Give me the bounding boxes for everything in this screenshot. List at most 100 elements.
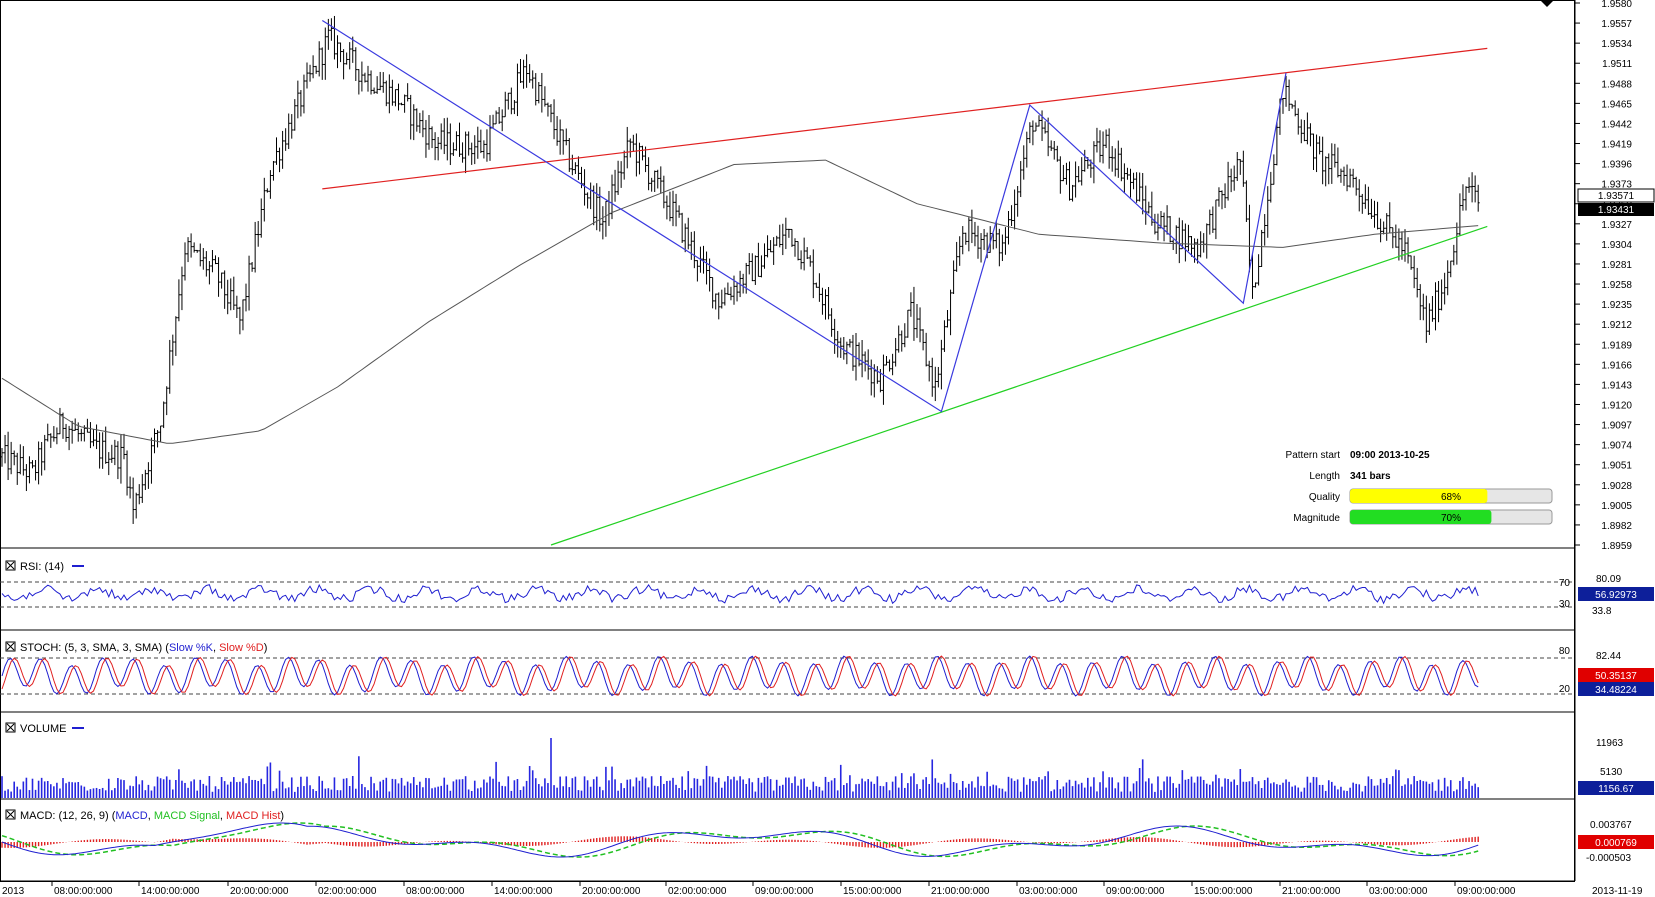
- price-bar: [933, 366, 937, 402]
- price-bar: [1269, 171, 1273, 203]
- time-tick-label: 21:00:00:000: [931, 886, 990, 897]
- price-bar: [543, 86, 547, 107]
- price-tick-label: 1.9511: [1602, 59, 1632, 70]
- price-bar: [351, 36, 355, 63]
- price-bar: [528, 64, 532, 83]
- price-bar: [360, 61, 364, 92]
- price-bar: [570, 154, 574, 176]
- price-bar: [1104, 129, 1108, 149]
- price-bar: [49, 433, 53, 448]
- price-bar: [1287, 79, 1291, 112]
- price-bar: [1403, 229, 1407, 262]
- price-bar: [1019, 161, 1023, 198]
- price-bar: [1119, 147, 1123, 182]
- price-bar: [9, 441, 13, 475]
- price-bar: [735, 282, 739, 302]
- price-bar: [857, 342, 861, 367]
- price-bar: [930, 357, 934, 397]
- price-bar: [52, 426, 56, 442]
- price-bar: [58, 407, 62, 435]
- price-bar: [412, 104, 416, 141]
- time-tick-label: 15:00:00:000: [843, 886, 902, 897]
- price-axis: 1.9580 1.9557 1.9534 1.9511 1.9488 1.9465 1.94…: [1575, 0, 1632, 552]
- price-bar: [70, 420, 74, 444]
- price-bar: [314, 65, 318, 74]
- price-bar: [946, 309, 949, 328]
- price-bar: [1052, 141, 1056, 160]
- time-tick-label: 14:00:00:000: [141, 886, 200, 897]
- price-bar: [692, 231, 696, 269]
- stoch-d-value: 50.35137: [1595, 671, 1637, 682]
- price-bar: [393, 89, 397, 107]
- macd-line: [1, 822, 1479, 858]
- price-bar: [403, 94, 407, 113]
- price-tick-label: 1.9419: [1601, 140, 1632, 151]
- price-bar: [476, 126, 480, 159]
- price-bar: [363, 72, 367, 83]
- price-bar: [223, 270, 227, 309]
- price-bar: [1305, 112, 1309, 145]
- price-bar: [506, 92, 510, 110]
- price-bar: [186, 237, 190, 263]
- rsi-close-icon[interactable]: [6, 561, 15, 570]
- price-bar: [1476, 184, 1480, 212]
- price-bar: [1427, 303, 1431, 335]
- price-bar: [1315, 134, 1319, 173]
- price-tick-label: 1.9189: [1601, 340, 1632, 351]
- price-bar: [1107, 128, 1111, 169]
- macd-close-icon[interactable]: [6, 810, 15, 819]
- price-bar: [21, 446, 25, 476]
- price-bar: [958, 236, 962, 266]
- price-bar: [372, 87, 376, 94]
- price-tick-label: 1.9258: [1601, 280, 1632, 291]
- price-bar: [1263, 214, 1267, 246]
- price-bar: [1183, 223, 1187, 262]
- price-bar: [586, 192, 590, 209]
- price-bar: [235, 295, 239, 318]
- price-bar: [1388, 202, 1392, 234]
- price-bar: [1037, 115, 1041, 127]
- price-bar: [390, 79, 394, 106]
- price-badge-1: [1577, 188, 1655, 203]
- time-tick-label: 03:00:00:000: [1019, 886, 1078, 897]
- stoch-close-icon[interactable]: [6, 642, 15, 651]
- price-bar: [436, 136, 440, 161]
- price-bar: [95, 424, 99, 450]
- volume-close-icon[interactable]: [6, 723, 15, 732]
- price-bar: [955, 241, 959, 272]
- price-bar: [961, 226, 965, 255]
- stoch-k-value-badge: [1578, 682, 1654, 696]
- price-tick-label: 1.9212: [1601, 320, 1632, 331]
- price-bar: [445, 117, 449, 161]
- price-bar: [546, 102, 550, 117]
- stoch-k-label: Slow %K: [169, 642, 214, 654]
- price-bar: [1064, 162, 1068, 185]
- price-bar: [1446, 260, 1450, 296]
- price-bar: [811, 249, 815, 299]
- price-bar: [290, 114, 294, 139]
- price-bar: [1275, 121, 1279, 166]
- price-bar: [604, 200, 608, 237]
- time-tick-label: 14:00:00:000: [494, 886, 553, 897]
- price-bar: [1156, 213, 1160, 241]
- price-bar: [1360, 193, 1364, 214]
- price-bar: [1211, 206, 1215, 233]
- price-tick-label: 1.9465: [1601, 99, 1632, 110]
- price-bar: [1147, 201, 1151, 214]
- price-bar: [156, 430, 160, 448]
- price-bar: [1113, 148, 1117, 177]
- scroll-marker-icon[interactable]: [1540, 0, 1554, 7]
- price-bar: [1022, 145, 1026, 180]
- time-tick-label: 20:00:00:000: [230, 886, 289, 897]
- price-bar: [845, 341, 849, 365]
- price-bar: [613, 169, 617, 202]
- stoch-k-value: 34.48224: [1595, 685, 1637, 696]
- time-tick-label: 02:00:00:000: [668, 886, 727, 897]
- price-bar: [769, 240, 773, 253]
- price-bar: [1138, 172, 1142, 202]
- price-bar: [55, 427, 59, 445]
- price-bar: [345, 52, 349, 65]
- price-bar: [952, 260, 956, 294]
- pattern-zigzag: [321, 19, 1287, 413]
